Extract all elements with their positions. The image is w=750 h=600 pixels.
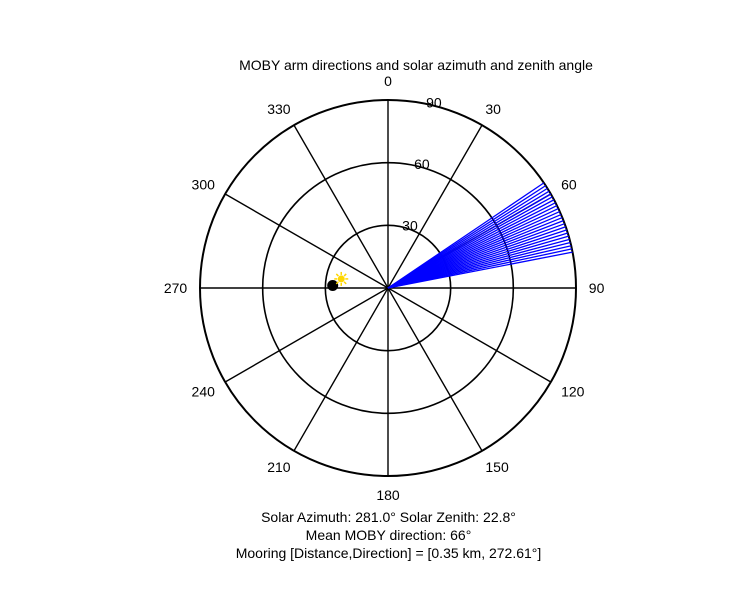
angle-label-330: 330 <box>267 101 291 117</box>
angle-label-180: 180 <box>376 487 400 503</box>
solar-caption: Solar Azimuth: 281.0° Solar Zenith: 22.8… <box>261 509 516 525</box>
moby-direction-caption: Mean MOBY direction: 66° <box>305 527 472 543</box>
radial-label-90: 90 <box>426 94 442 110</box>
mooring-marker <box>327 279 339 291</box>
angle-label-300: 300 <box>192 177 216 193</box>
angle-label-0: 0 <box>384 73 392 89</box>
markers <box>327 271 349 291</box>
sun-marker <box>334 271 349 286</box>
radial-label-60: 60 <box>414 156 430 172</box>
angle-label-30: 30 <box>485 101 501 117</box>
mooring-caption: Mooring [Distance,Direction] = [0.35 km,… <box>235 545 542 561</box>
angle-label-120: 120 <box>561 383 585 399</box>
radial-label-30: 30 <box>402 217 418 233</box>
grid-circle-30 <box>324 224 452 352</box>
radial-tick-labels: 30 60 90 <box>402 94 442 233</box>
arm-line-23 <box>387 251 573 289</box>
angle-label-270: 270 <box>164 280 188 296</box>
angle-label-60: 60 <box>561 177 577 193</box>
angle-label-210: 210 <box>267 459 291 475</box>
angle-label-150: 150 <box>485 459 509 475</box>
chart-title: MOBY arm directions and solar azimuth an… <box>239 57 593 73</box>
moby-arm-lines <box>387 182 573 289</box>
angle-tick-labels: 0 30 60 90 120 150 180 210 240 270 300 330 <box>164 73 605 503</box>
angle-label-90: 90 <box>589 280 605 296</box>
angle-label-240: 240 <box>192 383 216 399</box>
grid-circle-60 <box>261 161 515 415</box>
grid-circle-90 <box>199 99 577 477</box>
